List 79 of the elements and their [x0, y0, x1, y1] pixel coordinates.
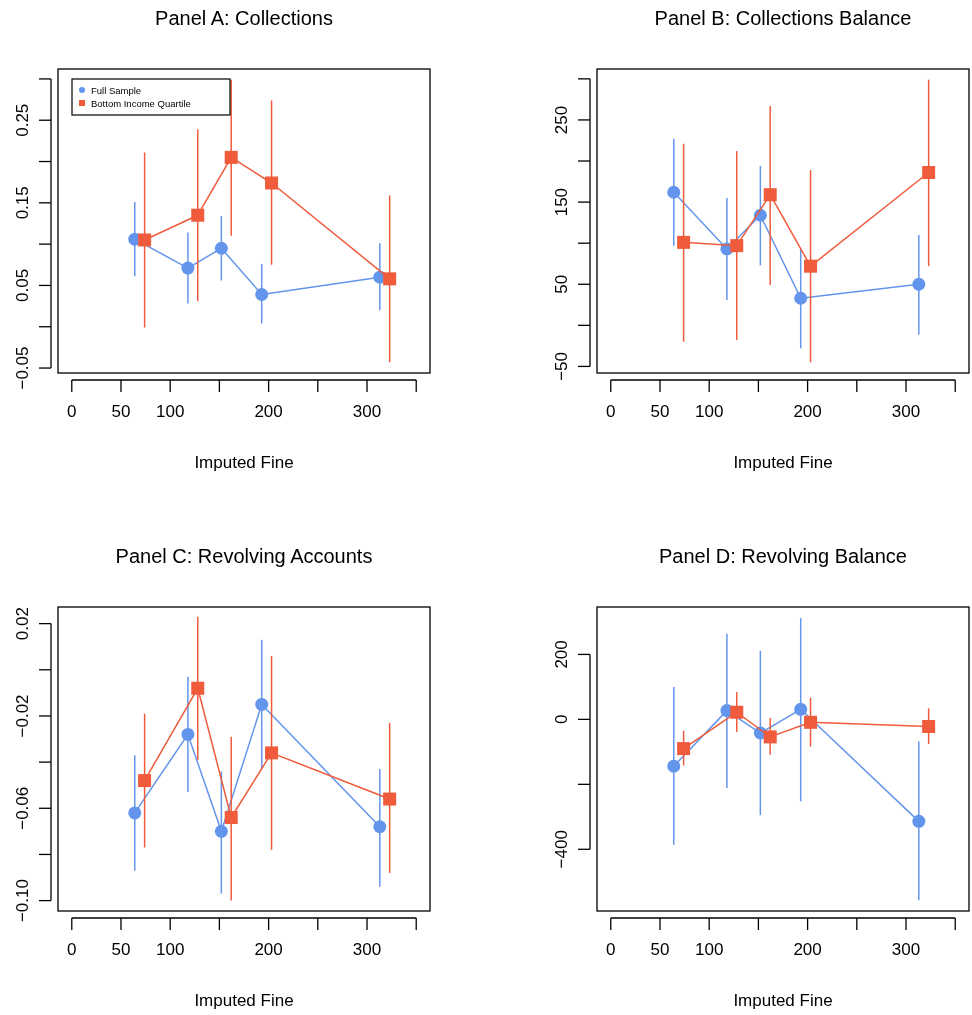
x-tick-label: 300	[352, 940, 382, 959]
x-tick-label: 0	[606, 940, 616, 959]
point	[730, 705, 744, 719]
x-axis-title: Imputed Fine	[194, 453, 294, 472]
y-tick-label: 0.02	[13, 607, 32, 641]
point	[667, 185, 681, 199]
x-tick-label: 100	[156, 940, 185, 959]
y-tick-label: −400	[552, 830, 571, 869]
y-tick-label: −50	[552, 352, 571, 381]
point	[128, 806, 142, 820]
x-tick-label: 300	[891, 402, 921, 421]
point	[138, 774, 152, 788]
y-tick-label: 0	[552, 714, 571, 725]
x-axis-title: Imputed Fine	[733, 991, 833, 1010]
y-tick-label: 0.25	[13, 103, 32, 137]
y-tick-label: 250	[552, 105, 571, 135]
x-tick-label: 200	[254, 402, 283, 421]
point	[922, 720, 936, 734]
point	[181, 261, 195, 275]
y-tick-label: −0.06	[13, 786, 32, 830]
x-tick-label: 200	[793, 940, 822, 959]
point	[667, 759, 681, 773]
legend-label: Full Sample	[91, 84, 142, 96]
y-tick-label: 200	[552, 640, 571, 669]
x-tick-label: 50	[650, 402, 670, 421]
point	[255, 288, 269, 302]
point	[912, 277, 926, 291]
point	[804, 259, 818, 273]
y-tick-label: −0.02	[13, 694, 32, 738]
point	[224, 150, 238, 164]
x-tick-label: 300	[352, 402, 382, 421]
chart-title: Panel B: Collections Balance	[654, 7, 912, 29]
x-tick-label: 50	[111, 940, 131, 959]
point	[181, 727, 195, 741]
point	[224, 811, 238, 825]
x-tick-label: 200	[793, 402, 822, 421]
point	[214, 241, 228, 255]
point	[383, 272, 397, 286]
y-tick-label: 0.05	[13, 268, 32, 302]
y-tick-label: −0.10	[13, 879, 32, 923]
point	[730, 239, 744, 253]
x-tick-label: 100	[695, 402, 724, 421]
point	[191, 681, 205, 695]
y-tick-label: 50	[552, 274, 571, 294]
x-axis-title: Imputed Fine	[194, 991, 294, 1010]
x-tick-label: 100	[695, 940, 724, 959]
x-tick-label: 300	[891, 940, 921, 959]
point	[804, 715, 818, 729]
point	[912, 814, 926, 828]
x-tick-label: 200	[254, 940, 283, 959]
point	[373, 820, 387, 834]
legend-label: Bottom Income Quartile	[91, 97, 191, 109]
point	[922, 166, 936, 180]
point	[214, 824, 228, 838]
point	[265, 176, 279, 190]
point	[383, 792, 397, 806]
x-tick-label: 0	[67, 940, 77, 959]
chart-title: Panel C: Revolving Accounts	[115, 545, 373, 567]
x-axis-title: Imputed Fine	[733, 453, 833, 472]
point	[677, 235, 691, 249]
y-tick-label: 150	[552, 187, 571, 217]
x-tick-label: 100	[156, 402, 185, 421]
point	[138, 233, 152, 247]
point	[794, 702, 808, 716]
x-tick-label: 0	[606, 402, 616, 421]
x-tick-label: 50	[111, 402, 131, 421]
point	[265, 746, 279, 760]
point	[763, 730, 777, 744]
x-tick-label: 50	[650, 940, 670, 959]
point	[794, 291, 808, 305]
chart-title: Panel D: Revolving Balance	[659, 545, 907, 567]
point	[191, 208, 205, 222]
point	[677, 742, 691, 756]
x-tick-label: 0	[67, 402, 77, 421]
point	[763, 188, 777, 202]
y-tick-label: −0.05	[13, 346, 32, 390]
chart-title: Panel A: Collections	[155, 7, 333, 29]
point	[255, 697, 269, 711]
y-tick-label: 0.15	[13, 186, 32, 220]
